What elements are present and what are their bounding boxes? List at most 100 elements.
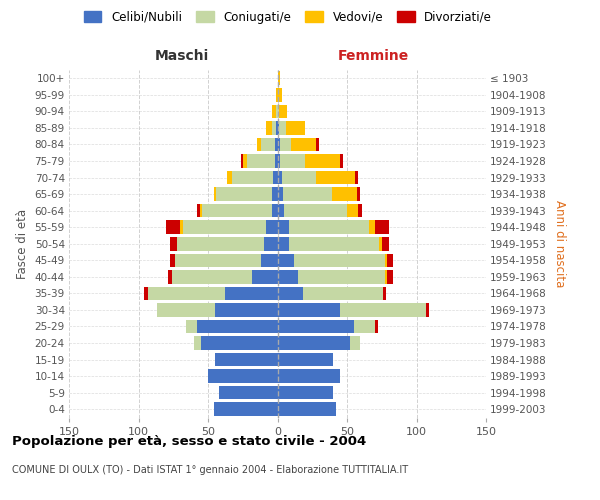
Bar bbox=[375, 320, 377, 334]
Bar bbox=[302, 286, 383, 300]
Bar bbox=[340, 303, 426, 316]
Text: Maschi: Maschi bbox=[154, 49, 209, 63]
Bar bbox=[279, 104, 287, 118]
Bar bbox=[175, 254, 261, 267]
Bar bbox=[277, 254, 294, 267]
Bar bbox=[283, 188, 332, 201]
Bar bbox=[388, 270, 393, 283]
Bar bbox=[369, 220, 375, 234]
Bar bbox=[347, 204, 358, 218]
Bar bbox=[232, 171, 274, 184]
Bar bbox=[286, 121, 305, 134]
Bar bbox=[227, 171, 232, 184]
Bar bbox=[272, 104, 276, 118]
Text: COMUNE DI OULX (TO) - Dati ISTAT 1° gennaio 2004 - Elaborazione TUTTITALIA.IT: COMUNE DI OULX (TO) - Dati ISTAT 1° genn… bbox=[12, 465, 408, 475]
Bar bbox=[277, 303, 340, 316]
Bar bbox=[277, 188, 283, 201]
Bar bbox=[292, 138, 316, 151]
Bar bbox=[277, 121, 279, 134]
Bar bbox=[197, 204, 200, 218]
Bar bbox=[266, 121, 272, 134]
Text: Popolazione per età, sesso e stato civile - 2004: Popolazione per età, sesso e stato civil… bbox=[12, 435, 366, 448]
Bar bbox=[202, 204, 272, 218]
Bar bbox=[261, 254, 277, 267]
Bar bbox=[277, 336, 350, 350]
Bar bbox=[241, 154, 243, 168]
Bar bbox=[214, 402, 277, 416]
Bar bbox=[144, 286, 148, 300]
Bar bbox=[388, 254, 393, 267]
Bar bbox=[194, 336, 201, 350]
Bar bbox=[354, 320, 375, 334]
Bar bbox=[247, 154, 275, 168]
Bar bbox=[215, 303, 277, 316]
Bar bbox=[272, 188, 277, 201]
Bar bbox=[357, 188, 359, 201]
Bar bbox=[183, 220, 266, 234]
Bar bbox=[157, 303, 215, 316]
Bar bbox=[277, 154, 280, 168]
Bar bbox=[316, 171, 355, 184]
Text: Femmine: Femmine bbox=[338, 49, 409, 63]
Bar bbox=[257, 138, 261, 151]
Bar bbox=[275, 138, 277, 151]
Bar bbox=[276, 104, 277, 118]
Bar bbox=[426, 303, 429, 316]
Bar bbox=[332, 188, 357, 201]
Y-axis label: Anni di nascita: Anni di nascita bbox=[553, 200, 566, 288]
Bar bbox=[167, 270, 172, 283]
Bar bbox=[178, 237, 263, 250]
Bar bbox=[219, 386, 277, 400]
Bar bbox=[272, 121, 276, 134]
Bar bbox=[289, 237, 379, 250]
Legend: Celibi/Nubili, Coniugati/e, Vedovi/e, Divorziati/e: Celibi/Nubili, Coniugati/e, Vedovi/e, Di… bbox=[79, 6, 497, 28]
Bar bbox=[385, 270, 388, 283]
Bar bbox=[305, 154, 340, 168]
Bar bbox=[215, 353, 277, 366]
Bar bbox=[277, 320, 354, 334]
Bar bbox=[280, 138, 292, 151]
Bar bbox=[148, 286, 224, 300]
Bar bbox=[170, 237, 178, 250]
Bar bbox=[277, 72, 280, 85]
Bar bbox=[263, 237, 277, 250]
Bar bbox=[284, 204, 347, 218]
Bar bbox=[277, 286, 302, 300]
Bar bbox=[277, 204, 284, 218]
Bar bbox=[276, 121, 277, 134]
Bar bbox=[197, 320, 277, 334]
Bar bbox=[355, 171, 358, 184]
Bar bbox=[277, 88, 281, 102]
Bar bbox=[383, 286, 386, 300]
Bar bbox=[277, 104, 279, 118]
Bar bbox=[281, 171, 316, 184]
Bar bbox=[375, 220, 389, 234]
Bar bbox=[200, 204, 202, 218]
Bar bbox=[172, 270, 253, 283]
Bar bbox=[275, 154, 277, 168]
Bar bbox=[253, 270, 277, 283]
Bar bbox=[166, 220, 180, 234]
Bar bbox=[214, 188, 217, 201]
Y-axis label: Fasce di età: Fasce di età bbox=[16, 208, 29, 279]
Bar bbox=[277, 386, 333, 400]
Bar bbox=[379, 237, 382, 250]
Bar bbox=[350, 336, 359, 350]
Bar bbox=[382, 237, 389, 250]
Bar bbox=[272, 204, 277, 218]
Bar bbox=[224, 286, 277, 300]
Bar bbox=[274, 171, 277, 184]
Bar bbox=[340, 154, 343, 168]
Bar bbox=[266, 220, 277, 234]
Bar bbox=[280, 154, 305, 168]
Bar bbox=[277, 237, 289, 250]
Bar bbox=[385, 254, 388, 267]
Bar bbox=[170, 254, 175, 267]
Bar bbox=[277, 402, 336, 416]
Bar bbox=[277, 353, 333, 366]
Bar bbox=[277, 370, 340, 383]
Bar bbox=[201, 336, 277, 350]
Bar bbox=[261, 138, 275, 151]
Bar bbox=[294, 254, 385, 267]
Bar bbox=[298, 270, 385, 283]
